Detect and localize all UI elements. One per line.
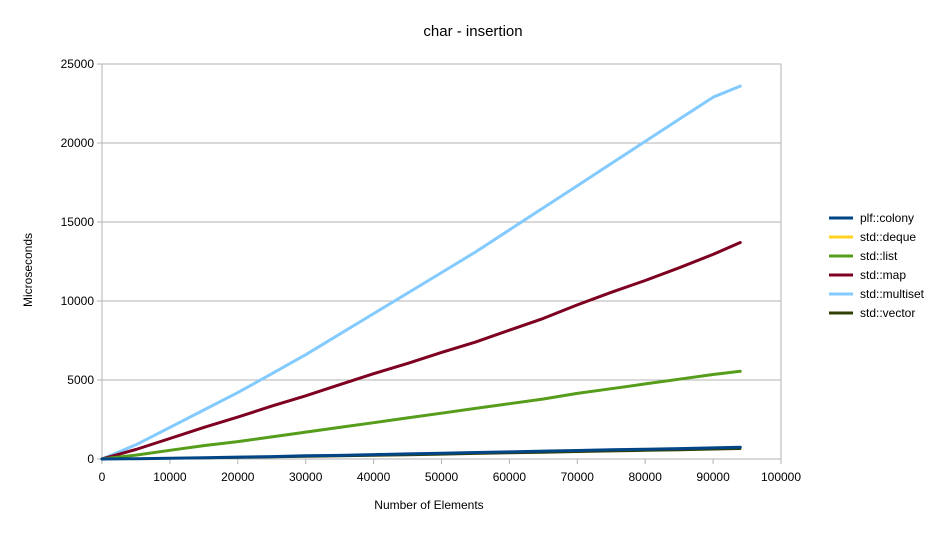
series-line-std-map xyxy=(100,241,742,461)
y-tick-label: 15000 xyxy=(61,215,95,229)
y-tick-label: 5000 xyxy=(67,373,94,387)
chart-title: char - insertion xyxy=(423,23,522,40)
x-tick-label: 50000 xyxy=(425,470,459,484)
y-tick-label: 25000 xyxy=(61,57,95,71)
y-axis-title: Microseconds xyxy=(21,233,35,307)
y-tick-label: 0 xyxy=(87,452,94,466)
legend-label-std-list: std::list xyxy=(860,249,898,263)
x-tick-label: 40000 xyxy=(357,470,391,484)
legend-label-std-deque: std::deque xyxy=(860,230,916,244)
legend-label-std-vector: std::vector xyxy=(860,306,915,320)
legend-label-plf-colony: plf::colony xyxy=(860,211,914,225)
x-tick-label: 10000 xyxy=(153,470,187,484)
x-tick-label: 20000 xyxy=(221,470,255,484)
x-tick-label: 30000 xyxy=(289,470,323,484)
x-tick-label: 90000 xyxy=(696,470,730,484)
series-line-std-list xyxy=(100,369,742,461)
series-line-plf-colony xyxy=(100,445,742,461)
series-group xyxy=(100,84,742,461)
legend-label-std-map: std::map xyxy=(860,268,906,282)
y-tick-label: 10000 xyxy=(61,294,95,308)
series-line-std-multiset xyxy=(100,84,742,461)
x-tick-label: 60000 xyxy=(493,470,527,484)
x-tick-label: 0 xyxy=(99,470,106,484)
legend: plf::colonystd::dequestd::liststd::mapst… xyxy=(829,211,925,320)
legend-label-std-multiset: std::multiset xyxy=(860,287,925,301)
x-axis-title: Number of Elements xyxy=(374,498,483,512)
x-tick-label: 100000 xyxy=(761,470,801,484)
x-tick-label: 80000 xyxy=(629,470,663,484)
y-tick-label: 20000 xyxy=(61,136,95,150)
axes: 0 5000 10000 15000 20000 25000 0 10000 20000 3000… xyxy=(61,57,802,484)
x-tick-label: 70000 xyxy=(561,470,595,484)
